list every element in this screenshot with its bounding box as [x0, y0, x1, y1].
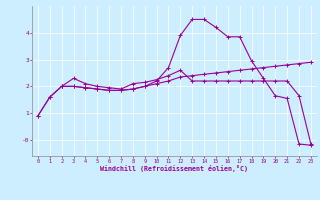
- X-axis label: Windchill (Refroidissement éolien,°C): Windchill (Refroidissement éolien,°C): [100, 165, 248, 172]
